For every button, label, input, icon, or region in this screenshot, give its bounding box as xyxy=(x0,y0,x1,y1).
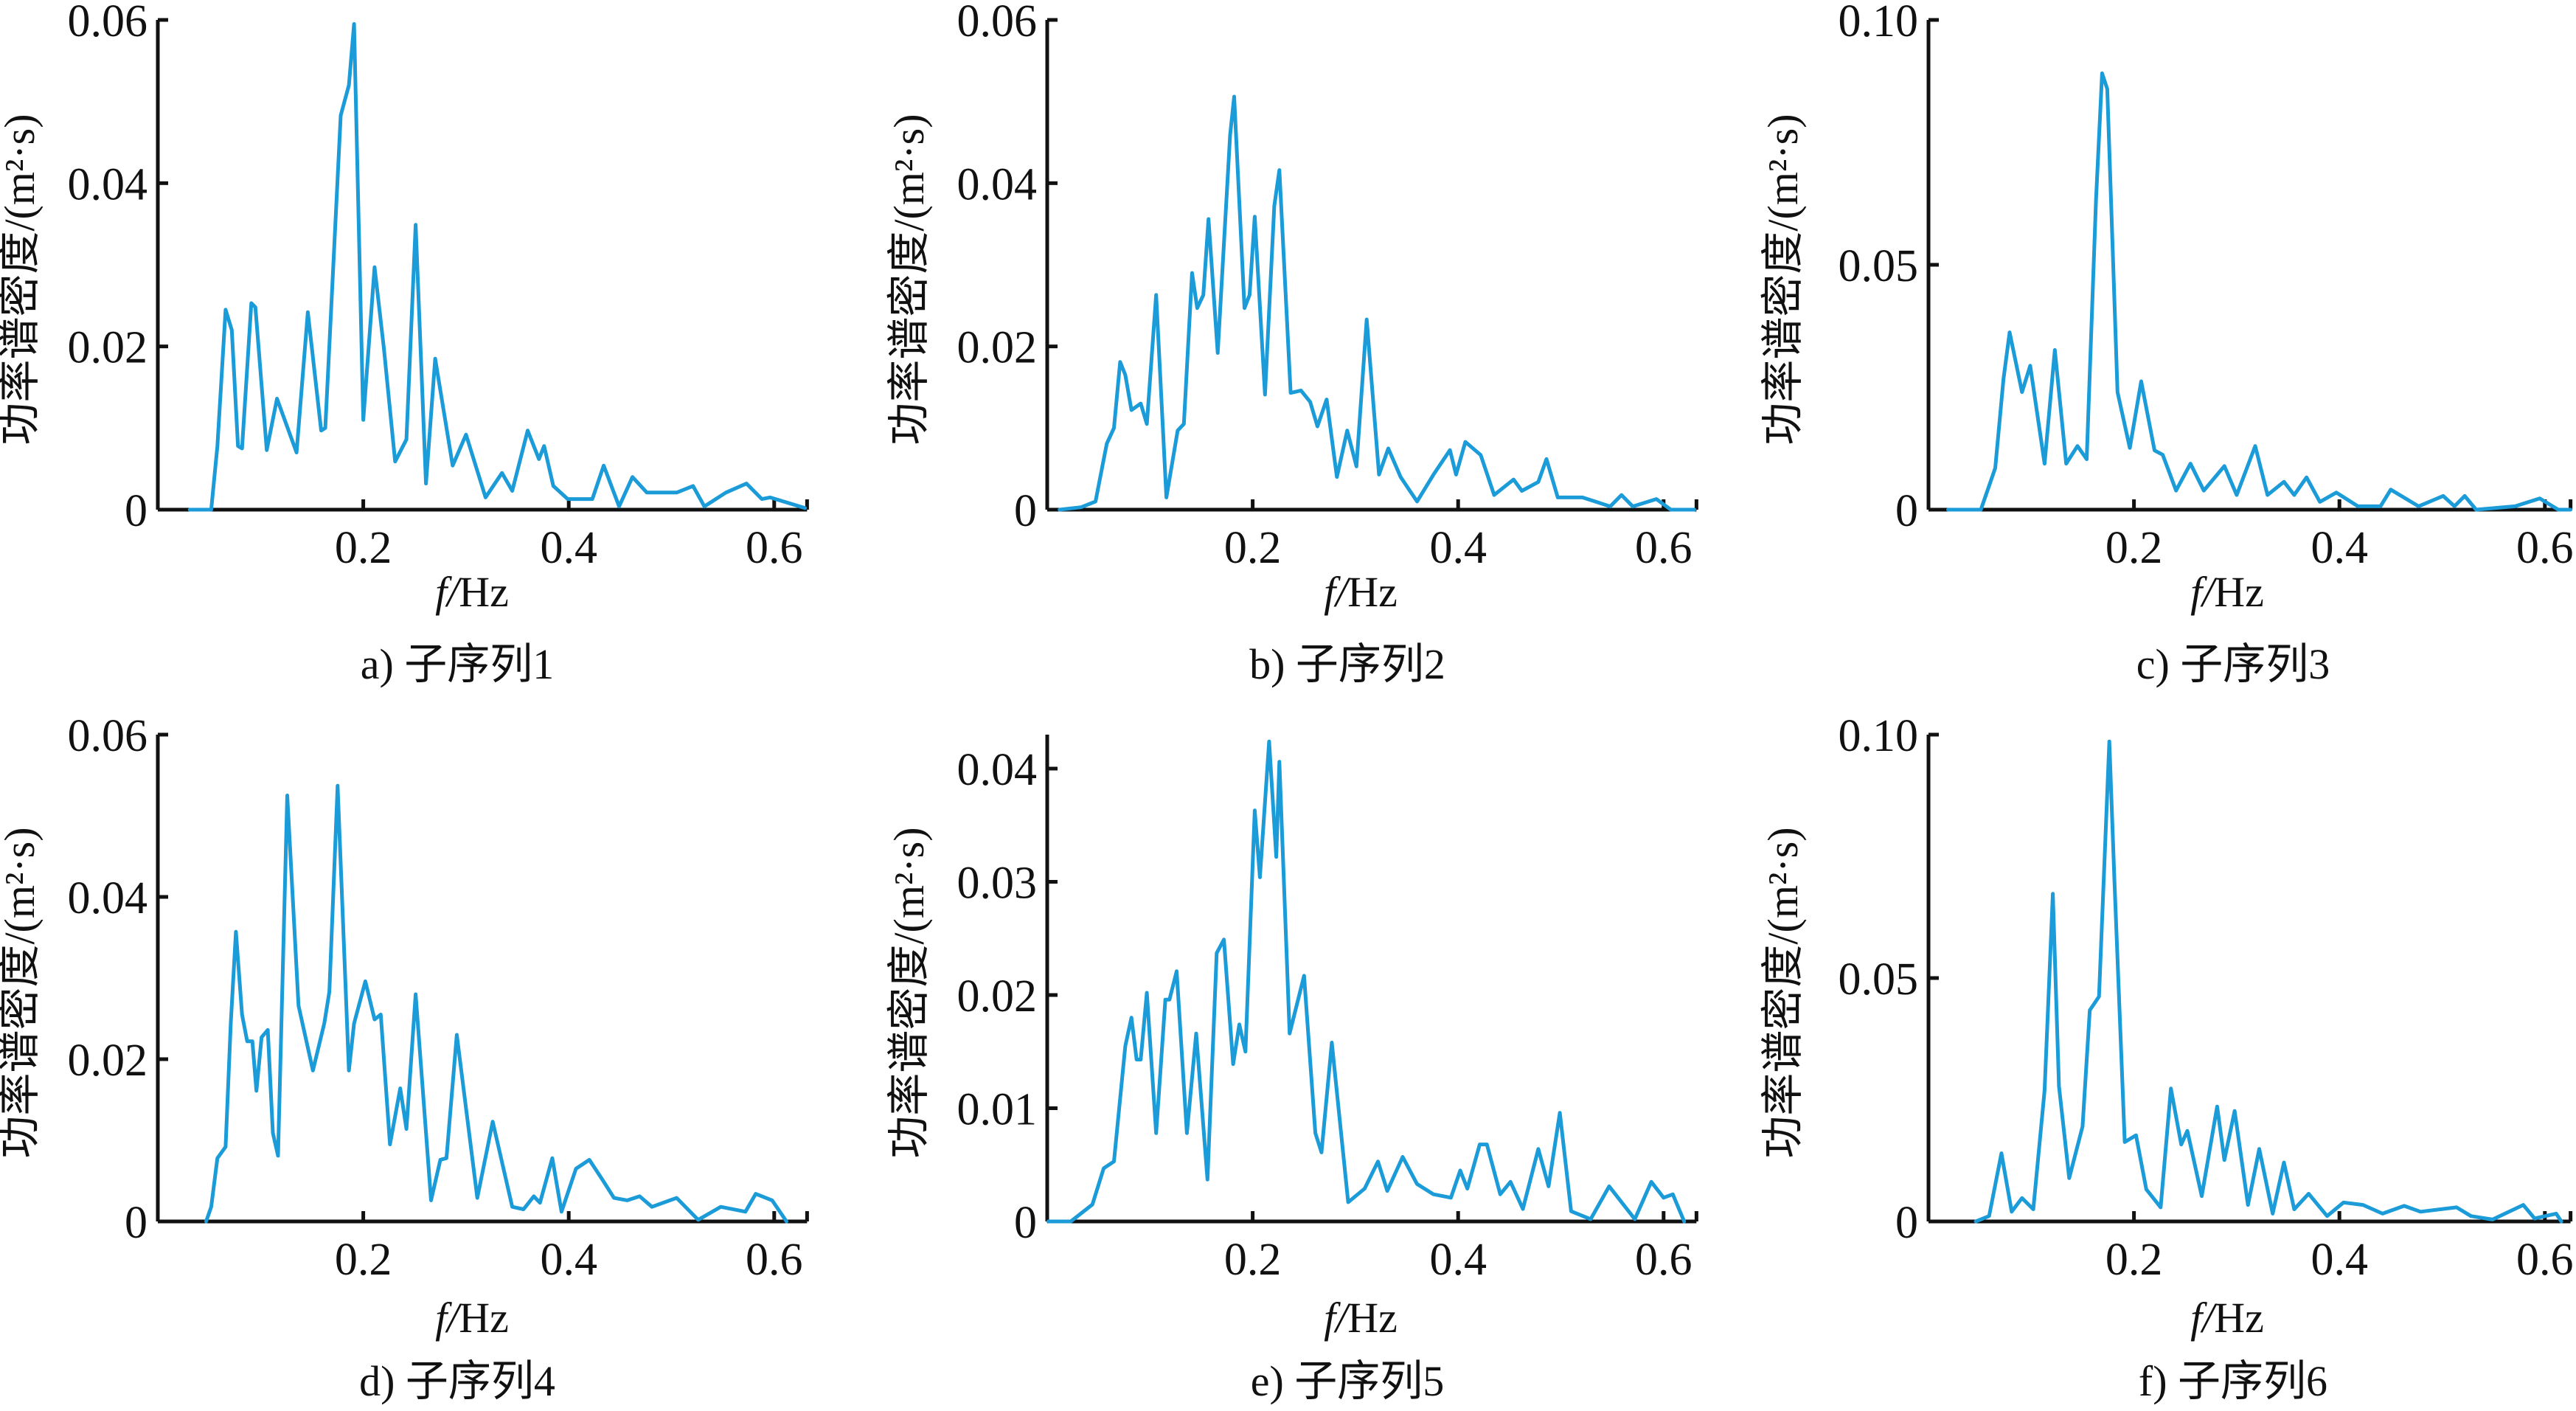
x-axis-title: f/Hz xyxy=(435,1294,509,1342)
y-tick-label: 0.04 xyxy=(957,159,1038,209)
x-tick-label: 0.2 xyxy=(1224,523,1282,573)
y-tick-label: 0 xyxy=(1014,1198,1037,1248)
psd-series-line xyxy=(187,22,808,512)
y-tick-label: 0.03 xyxy=(957,859,1038,909)
x-tick-label: 0.4 xyxy=(540,1235,597,1285)
subplot-5: 0 0.01 0.02 0.03 0.04 0.2 0.4 0.6 功率谱密度/(m²·s) e)… xyxy=(885,735,1698,1405)
x-tick-label: 0.4 xyxy=(1429,523,1487,573)
x-tick-label: 0.4 xyxy=(540,523,597,573)
x-axis-title: f/Hz xyxy=(2190,568,2264,616)
y-tick-label: 0.06 xyxy=(68,711,148,761)
y-tick-label: 0.10 xyxy=(1839,0,1919,46)
x-tick-label: 0.6 xyxy=(1635,523,1693,573)
y-tick-label: 0 xyxy=(1895,1198,1918,1248)
y-tick-label: 0 xyxy=(1895,486,1918,536)
x-axis-title: f/Hz xyxy=(2190,1294,2264,1342)
y-tick-label: 0.04 xyxy=(68,873,148,923)
x-tick-label: 0.2 xyxy=(1224,1235,1282,1285)
x-tick-label: 0.4 xyxy=(2311,1235,2368,1285)
x-tick-label: 0.6 xyxy=(746,1235,803,1285)
y-tick-label: 0 xyxy=(1014,486,1037,536)
y-axis-title: 功率谱密度/(m²·s) xyxy=(885,827,933,1158)
subplot-caption: d) 子序列4 xyxy=(359,1357,555,1405)
y-axis-title: 功率谱密度/(m²·s) xyxy=(0,827,44,1158)
y-tick-label: 0 xyxy=(125,486,147,536)
x-tick-label: 0.6 xyxy=(1635,1235,1693,1285)
y-tick-label: 0.05 xyxy=(1839,954,1919,1005)
subplot-1: 0 0.02 0.04 0.06 0.2 0.4 0.6 功率谱密度/(m²·s) a) 子序列… xyxy=(0,0,809,688)
psd-series-line xyxy=(204,783,788,1224)
y-axis-title: 功率谱密度/(m²·s) xyxy=(885,114,933,445)
y-tick-label: 0.04 xyxy=(957,745,1038,795)
psd-series-line xyxy=(1973,739,2563,1224)
psd-series-line xyxy=(1946,71,2573,512)
y-axis-title: 功率谱密度/(m²·s) xyxy=(1759,827,1807,1158)
x-axis-title: f/Hz xyxy=(435,568,509,616)
psd-series-line xyxy=(1046,739,1687,1224)
y-axis-title: 功率谱密度/(m²·s) xyxy=(0,114,44,445)
y-tick-label: 0.10 xyxy=(1839,711,1919,761)
subplot-caption: e) 子序列5 xyxy=(1251,1357,1445,1405)
y-tick-label: 0.06 xyxy=(957,0,1038,46)
psd-series-line xyxy=(1058,94,1697,512)
x-tick-label: 0.2 xyxy=(2105,1235,2163,1285)
x-tick-label: 0.2 xyxy=(335,1235,392,1285)
subplot-3: 0 0.05 0.10 0.2 0.4 0.6 功率谱密度/(m²·s) c) 子序列3 xyxy=(1759,0,2574,688)
y-tick-label: 0.02 xyxy=(957,971,1038,1022)
x-tick-label: 0.2 xyxy=(335,523,392,573)
y-axis-title: 功率谱密度/(m²·s) xyxy=(1759,114,1807,445)
y-tick-label: 0 xyxy=(125,1198,147,1248)
subplot-caption: f) 子序列6 xyxy=(2139,1357,2327,1405)
x-tick-label: 0.4 xyxy=(1429,1235,1487,1285)
x-tick-label: 0.2 xyxy=(2105,523,2163,573)
x-tick-label: 0.4 xyxy=(2311,523,2368,573)
subplot-caption: c) 子序列3 xyxy=(2136,640,2330,688)
y-tick-label: 0.06 xyxy=(68,0,148,46)
y-tick-label: 0.02 xyxy=(68,323,148,373)
subplot-caption: b) 子序列2 xyxy=(1249,640,1445,688)
subplot-caption: a) 子序列1 xyxy=(361,640,555,688)
x-tick-label: 0.6 xyxy=(746,523,803,573)
subplot-2: 0 0.02 0.04 0.06 0.2 0.4 0.6 功率谱密度/(m²·s) b) 子序列… xyxy=(885,0,1698,688)
subplot-6: 0 0.05 0.10 0.2 0.4 0.6 功率谱密度/(m²·s) f) 子序列6 xyxy=(1759,711,2574,1405)
y-tick-label: 0.05 xyxy=(1839,241,1919,291)
x-tick-label: 0.6 xyxy=(2516,523,2574,573)
y-tick-label: 0.04 xyxy=(68,159,148,209)
y-tick-label: 0.01 xyxy=(957,1085,1038,1135)
subplot-4: 0 0.02 0.04 0.06 0.2 0.4 0.6 功率谱密度/(m²·s) d) 子序列… xyxy=(0,711,809,1405)
x-axis-title: f/Hz xyxy=(1324,568,1398,616)
y-tick-label: 0.02 xyxy=(957,323,1038,373)
x-axis-title: f/Hz xyxy=(1324,1294,1398,1342)
y-tick-label: 0.02 xyxy=(68,1036,148,1086)
x-tick-label: 0.6 xyxy=(2516,1235,2574,1285)
